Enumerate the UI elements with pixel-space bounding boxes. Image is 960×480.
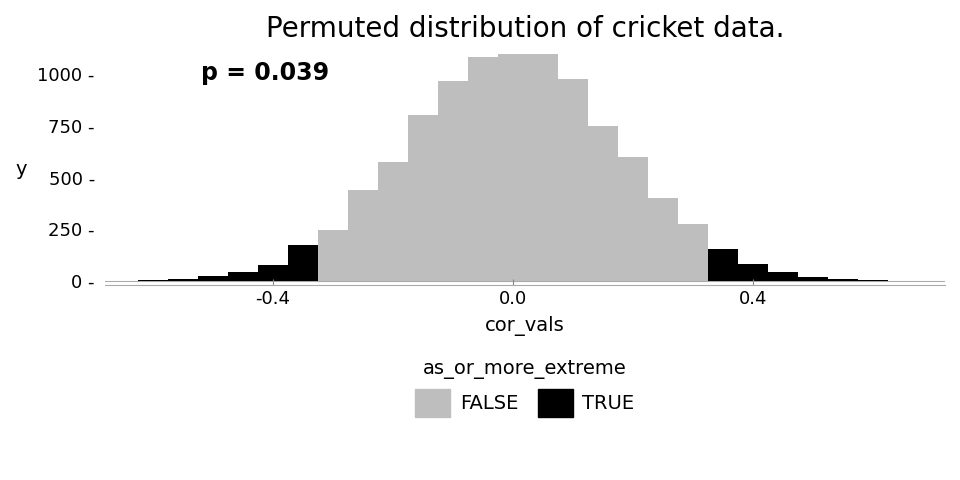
Title: Permuted distribution of cricket data.: Permuted distribution of cricket data.: [266, 15, 784, 43]
Bar: [168, 279, 198, 281]
Bar: [768, 272, 798, 281]
Bar: [708, 249, 738, 281]
Bar: [257, 264, 288, 281]
Bar: [438, 81, 468, 281]
Y-axis label: y: y: [15, 160, 27, 179]
Bar: [288, 245, 318, 281]
X-axis label: cor_vals: cor_vals: [485, 316, 564, 336]
Bar: [618, 157, 648, 281]
Bar: [738, 264, 768, 281]
Bar: [198, 276, 228, 281]
Bar: [588, 126, 618, 281]
Bar: [137, 280, 168, 281]
Legend: FALSE, TRUE: FALSE, TRUE: [415, 360, 635, 417]
Bar: [318, 230, 348, 281]
Bar: [348, 191, 377, 281]
Bar: [408, 115, 438, 281]
Bar: [558, 80, 588, 281]
Bar: [858, 280, 888, 281]
Bar: [497, 49, 528, 281]
Bar: [648, 198, 678, 281]
Bar: [528, 50, 558, 281]
Bar: [377, 162, 408, 281]
Text: p = 0.039: p = 0.039: [202, 60, 329, 84]
Bar: [798, 276, 828, 281]
Bar: [828, 278, 858, 281]
Bar: [228, 272, 257, 281]
Bar: [468, 57, 497, 281]
Bar: [678, 224, 708, 281]
